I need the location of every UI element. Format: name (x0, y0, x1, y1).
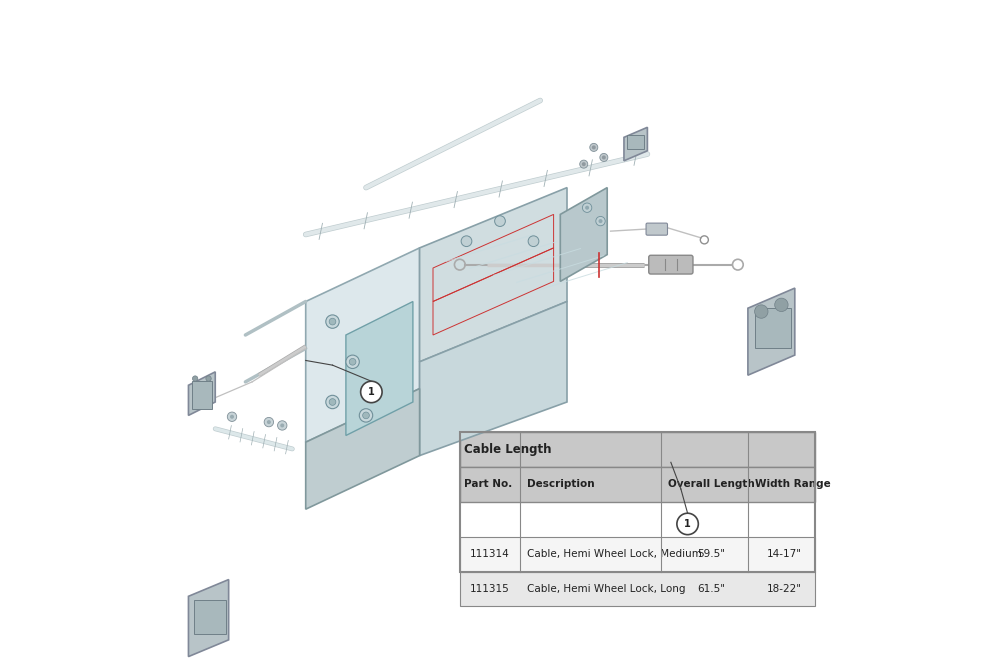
Polygon shape (624, 127, 647, 161)
Polygon shape (306, 248, 420, 442)
Circle shape (580, 160, 588, 168)
Polygon shape (748, 288, 795, 375)
Circle shape (346, 355, 359, 369)
Polygon shape (560, 188, 607, 281)
FancyBboxPatch shape (460, 467, 815, 502)
Circle shape (206, 376, 211, 381)
Circle shape (582, 203, 592, 212)
Text: 14-17": 14-17" (767, 549, 802, 559)
Text: Part No.: Part No. (464, 480, 513, 489)
Circle shape (278, 421, 287, 430)
Text: Width Range: Width Range (755, 480, 830, 489)
Text: Overall Length: Overall Length (668, 480, 754, 489)
Bar (627, 135, 644, 149)
Polygon shape (188, 580, 229, 657)
Circle shape (280, 423, 284, 427)
Circle shape (602, 155, 606, 159)
Polygon shape (420, 188, 567, 362)
FancyBboxPatch shape (460, 432, 815, 467)
Circle shape (590, 143, 598, 151)
Bar (460, 432, 815, 572)
Circle shape (596, 216, 605, 226)
Text: 111315: 111315 (470, 584, 510, 594)
Circle shape (677, 513, 698, 535)
Circle shape (267, 420, 271, 424)
Circle shape (461, 236, 472, 247)
Circle shape (755, 305, 768, 318)
Text: Cable, Hemi Wheel Lock, Medium: Cable, Hemi Wheel Lock, Medium (527, 549, 702, 559)
Circle shape (227, 412, 237, 421)
Circle shape (326, 315, 339, 328)
Circle shape (329, 399, 336, 405)
Text: Description: Description (527, 480, 594, 489)
Circle shape (329, 318, 336, 325)
Text: Cable, Hemi Wheel Lock, Long: Cable, Hemi Wheel Lock, Long (527, 584, 685, 594)
Text: 1: 1 (368, 387, 375, 397)
Text: Cable Length: Cable Length (464, 443, 552, 456)
Circle shape (775, 298, 788, 312)
Circle shape (592, 145, 596, 149)
Circle shape (598, 219, 603, 223)
Circle shape (264, 417, 274, 427)
Circle shape (582, 162, 586, 166)
Circle shape (495, 216, 505, 226)
Bar (755, 308, 791, 348)
Polygon shape (346, 302, 413, 436)
Circle shape (192, 376, 198, 381)
Circle shape (585, 206, 589, 210)
Text: 61.5": 61.5" (697, 584, 725, 594)
Polygon shape (188, 372, 215, 415)
Circle shape (361, 381, 382, 403)
Polygon shape (306, 389, 420, 509)
Circle shape (349, 358, 356, 365)
Circle shape (359, 409, 373, 422)
FancyBboxPatch shape (460, 537, 815, 572)
Circle shape (363, 412, 369, 419)
Text: 59.5": 59.5" (697, 549, 725, 559)
Circle shape (230, 415, 234, 419)
Text: 18-22": 18-22" (767, 584, 802, 594)
FancyBboxPatch shape (649, 255, 693, 274)
Circle shape (600, 153, 608, 161)
Bar (192, 381, 212, 409)
Text: 111314: 111314 (470, 549, 510, 559)
FancyBboxPatch shape (646, 223, 668, 235)
FancyBboxPatch shape (460, 572, 815, 606)
Circle shape (528, 236, 539, 247)
Bar (194, 600, 226, 634)
Text: 1: 1 (684, 519, 691, 529)
Circle shape (326, 395, 339, 409)
Polygon shape (420, 302, 567, 456)
